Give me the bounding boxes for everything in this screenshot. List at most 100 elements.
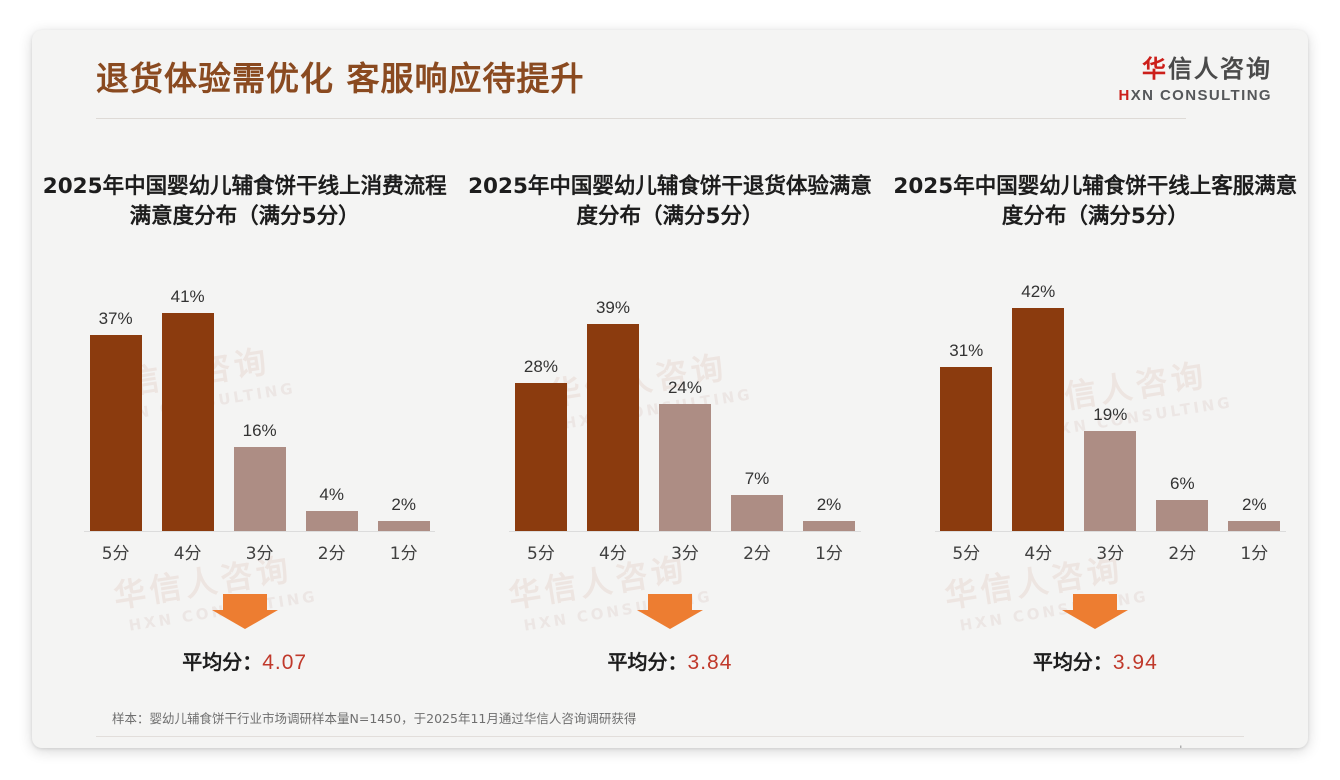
bar-slot: 28% (509, 276, 572, 532)
bar-value-label: 2% (816, 495, 842, 515)
x-axis-line (84, 531, 436, 532)
footer-website: www.hxrcon.com (1150, 744, 1244, 748)
bar-slot: 39% (581, 276, 644, 532)
logo-chinese-name: 华信人咨询 (1119, 55, 1273, 84)
bar-slot: 19% (1079, 276, 1142, 532)
bar[interactable] (305, 510, 358, 532)
x-axis-tick-labels: 5分 4分 3分 2分 1分 (509, 534, 860, 568)
bar-slot: 2% (797, 276, 860, 532)
bar[interactable] (586, 324, 639, 532)
x-axis-tick-label: 5分 (952, 543, 981, 564)
bar-value-label: 4% (319, 484, 344, 504)
bar[interactable] (377, 521, 430, 532)
bar-slot: 42% (1007, 276, 1070, 532)
x-axis-tick-labels: 5分 4分 3分 2分 1分 (935, 534, 1286, 568)
bar-slot: 24% (653, 276, 716, 532)
source-note: 样本：婴幼儿辅食饼干行业市场调研样本量N=1450，于2025年11月通过华信人… (112, 711, 637, 726)
logo-cn-rest: 信人咨询 (1168, 55, 1272, 83)
average-score-value: 3.94 (1112, 651, 1158, 674)
average-score-label: 平均分： (182, 650, 263, 674)
average-score-value: 4.07 (262, 651, 308, 674)
average-score: 平均分：3.84 (457, 646, 882, 675)
x-axis-tick-label: 4分 (173, 543, 202, 564)
bar[interactable] (1084, 430, 1137, 532)
bar-slot: 16% (228, 276, 291, 532)
average-score-label: 平均分： (607, 650, 688, 674)
bar-value-label: 2% (391, 495, 416, 515)
bar[interactable] (940, 366, 993, 532)
bar[interactable] (89, 334, 142, 532)
x-axis-tick-label: 5分 (101, 543, 130, 564)
slide: 退货体验需优化 客服响应待提升 华信人咨询 HXN CONSULTING 华信人… (32, 30, 1308, 748)
bar-value-label: 39% (595, 298, 630, 317)
bar[interactable] (730, 494, 783, 532)
average-score-value: 3.84 (687, 651, 733, 674)
plot-area: 28% 39% 24% 7% 2% 5分 4分 3分 2分 1分 (509, 276, 861, 568)
page-title: 退货体验需优化 客服响应待提升 (96, 59, 585, 98)
chart-title: 2025年中国婴幼儿辅食饼干退货体验满意度分布（满分5分） (468, 174, 872, 229)
x-axis-tick-label: 5分 (527, 543, 555, 564)
bar-group: 28% 39% 24% 7% 2% (509, 276, 860, 532)
x-axis-tick-label: 2分 (743, 543, 771, 564)
average-score: 平均分：4.07 (32, 646, 457, 675)
bar-value-label: 37% (98, 308, 133, 328)
bar-group: 31% 42% 19% 6% 2% (935, 276, 1286, 532)
bar-slot: 37% (84, 276, 147, 532)
plot-area: 31% 42% 19% 6% 2% 5分 4分 3分 2分 1分 (934, 276, 1286, 568)
chart-title: 2025年中国婴幼儿辅食饼干线上消费流程满意度分布（满分5分） (42, 174, 447, 229)
footer-copyright: ©2026.1 HXR华信人咨询 (100, 744, 255, 748)
bar-slot: 31% (935, 276, 998, 532)
arrow-shaft (1073, 594, 1118, 610)
x-axis-tick-labels: 5分 4分 3分 2分 1分 (84, 534, 435, 568)
x-axis-tick-label: 4分 (1024, 543, 1053, 564)
logo-english-name: HXN CONSULTING (1119, 87, 1273, 104)
bar-slot: 7% (725, 276, 788, 532)
logo-cn-highlight: 华 (1142, 55, 1168, 83)
average-score: 平均分：3.94 (883, 646, 1308, 675)
x-axis-tick-label: 2分 (1168, 543, 1197, 564)
logo-en-highlight: H (1118, 86, 1131, 104)
arrow-head (211, 610, 278, 629)
chart-title: 2025年中国婴幼儿辅食饼干线上客服满意度分布（满分5分） (893, 174, 1298, 229)
bar[interactable] (514, 382, 567, 532)
arrow-shaft (222, 594, 267, 610)
arrow-head (1062, 610, 1129, 629)
title-divider (96, 118, 1186, 119)
x-axis-tick-label: 2分 (317, 543, 346, 564)
bar[interactable] (1012, 308, 1065, 532)
x-axis-tick-label: 3分 (1096, 543, 1125, 564)
x-axis-tick-label: 1分 (389, 543, 418, 564)
bar[interactable] (1156, 500, 1209, 532)
x-axis-tick-label: 3分 (671, 543, 699, 564)
bar-value-label: 6% (1170, 474, 1195, 493)
slide-header: 退货体验需优化 客服响应待提升 华信人咨询 HXN CONSULTING (32, 30, 1308, 122)
bar[interactable] (803, 521, 855, 532)
bar[interactable] (658, 404, 711, 532)
footer-divider (96, 736, 1244, 737)
logo-en-rest: XN CONSULTING (1130, 86, 1272, 104)
bar-value-label: 19% (1093, 404, 1128, 424)
bar-value-label: 41% (170, 287, 205, 307)
arrow-shaft (647, 594, 692, 610)
bar-value-label: 31% (949, 340, 984, 360)
bar-value-label: 24% (667, 378, 702, 397)
bar-value-label: 2% (1242, 495, 1267, 515)
chart-panel-3: 华信人咨询 HXN CONSULTING 华信人咨询 HXN CONSULTING 20… (883, 126, 1308, 686)
bar-group: 37% 41% 16% 4% 2% (84, 276, 435, 532)
company-logo: 华信人咨询 HXN CONSULTING (1119, 55, 1273, 104)
plot-area: 37% 41% 16% 4% 2% 5分 4分 3分 2分 1分 (84, 276, 436, 568)
x-axis-line (934, 531, 1286, 532)
bar[interactable] (1228, 521, 1281, 532)
arrow-head (636, 610, 703, 629)
bar-slot: 4% (300, 276, 363, 532)
bar-slot: 41% (156, 276, 219, 532)
bar[interactable] (233, 446, 286, 532)
bar[interactable] (161, 313, 214, 532)
x-axis-tick-label: 1分 (815, 543, 843, 564)
average-score-label: 平均分： (1032, 650, 1113, 674)
bar-slot: 2% (372, 276, 435, 532)
bar-slot: 2% (1223, 276, 1286, 532)
